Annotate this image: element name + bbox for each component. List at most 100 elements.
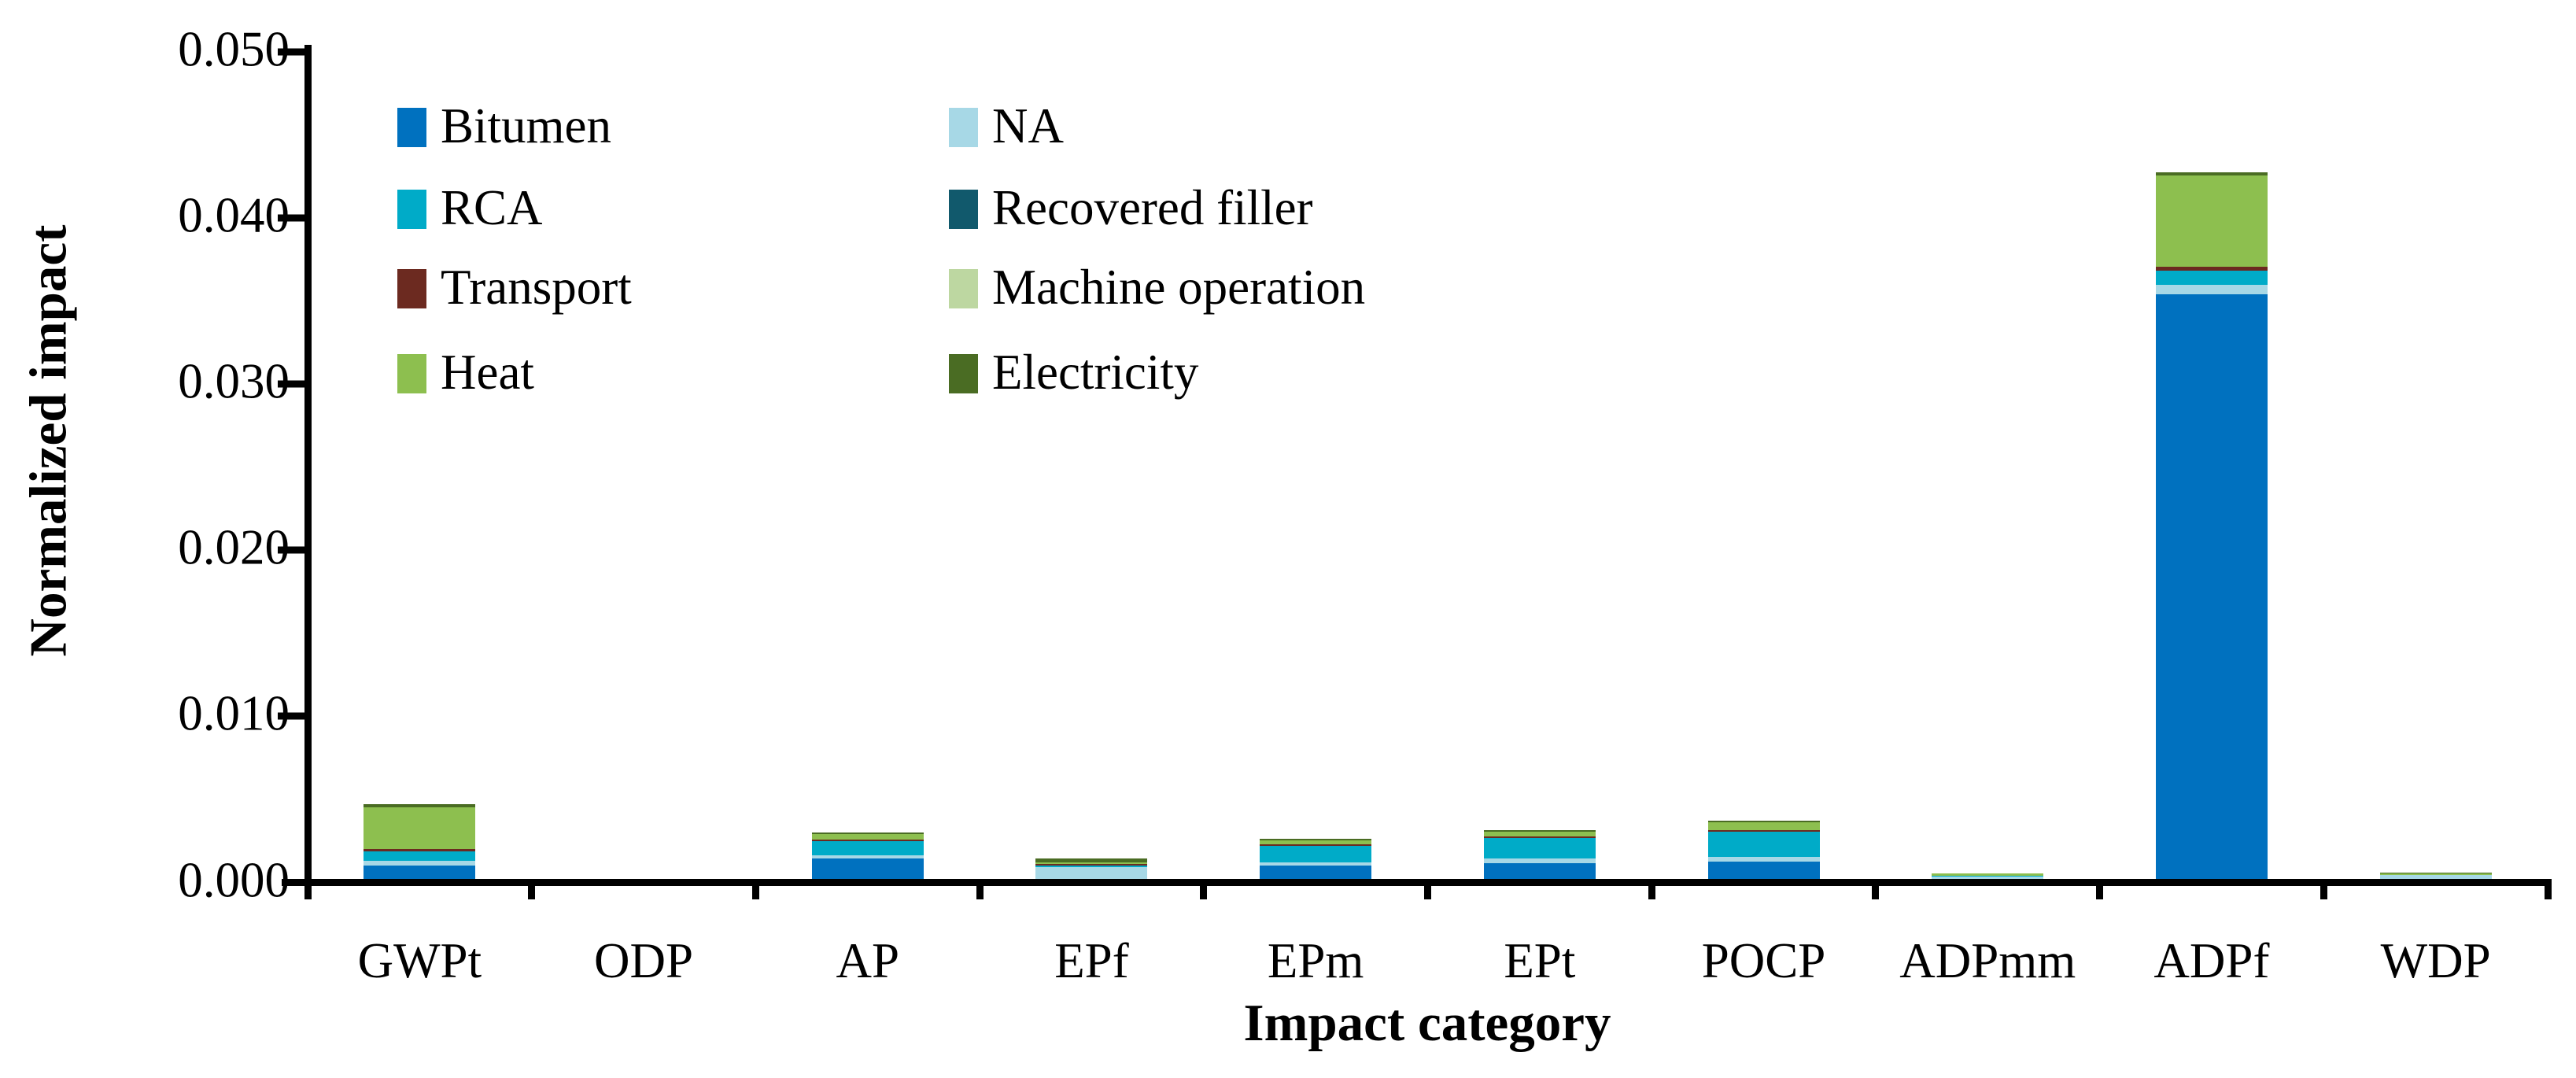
y-tick-mark <box>278 48 312 55</box>
x-category-label: EPf <box>1054 933 1129 988</box>
legend-label-rca: RCA <box>441 180 543 236</box>
bar-EPf <box>1035 858 1148 879</box>
bar-segment-transport <box>1483 836 1596 838</box>
x-tick-mark <box>2096 879 2104 899</box>
x-category-label: EPt <box>1504 933 1576 988</box>
bar-segment-heat <box>1932 873 2044 876</box>
legend-label-na: NA <box>992 98 1064 154</box>
legend-swatch-rca <box>397 190 426 229</box>
x-category-label: GWPt <box>357 933 482 988</box>
x-tick-mark <box>976 879 984 899</box>
bar-segment-transport <box>2155 266 2268 271</box>
y-tick-label: 0.050 <box>178 21 290 77</box>
legend-label-machine-operation: Machine operation <box>992 260 1366 316</box>
legend-swatch-electricity <box>949 354 978 393</box>
x-tick-mark <box>1872 879 1880 899</box>
bar-segment-transport <box>1035 864 1148 866</box>
bar-segment-heat <box>2379 873 2492 875</box>
bar-GWPt <box>364 803 476 879</box>
bar-ADPmm <box>1932 873 2044 879</box>
bar-segment-heat <box>364 807 476 850</box>
bar-segment-electricity <box>1932 873 2044 874</box>
bar-segment-rca <box>1260 845 1372 863</box>
bar-segment-bitumen <box>811 858 924 879</box>
y-tick-label: 0.040 <box>178 187 290 243</box>
x-tick-mark <box>1424 879 1431 899</box>
bar-segment-electricity <box>364 803 476 807</box>
legend-label-electricity: Electricity <box>992 345 1199 401</box>
x-category-label: AP <box>836 933 900 988</box>
bar-segment-na <box>364 861 476 866</box>
bar-segment-heat <box>1483 831 1596 836</box>
legend-label-heat: Heat <box>441 345 534 401</box>
x-tick-mark <box>751 879 759 899</box>
legend-label-transport: Transport <box>441 260 632 316</box>
bar-AP <box>811 832 924 879</box>
bar-segment-electricity <box>1707 820 1820 823</box>
x-tick-mark <box>1648 879 1655 899</box>
x-category-label: ODP <box>594 933 694 988</box>
y-tick-label: 0.000 <box>178 852 290 908</box>
legend-swatch-na <box>949 108 978 147</box>
bar-segment-bitumen <box>364 866 476 879</box>
legend-swatch-transport <box>397 269 426 308</box>
bar-segment-heat <box>1260 840 1372 844</box>
y-tick-mark <box>278 546 312 554</box>
bar-POCP <box>1707 820 1820 879</box>
bar-segment-bitumen <box>2155 293 2268 879</box>
x-tick-mark <box>2544 879 2552 899</box>
bar-segment-heat <box>2155 175 2268 267</box>
bar-WDP <box>2379 873 2492 879</box>
y-axis-title: Normalized impact <box>19 224 78 657</box>
x-tick-mark <box>304 879 312 899</box>
y-tick-mark <box>278 712 312 720</box>
bar-segment-na <box>2379 874 2492 879</box>
bar-segment-electricity <box>1035 858 1148 862</box>
legend-label-bitumen: Bitumen <box>441 98 611 154</box>
bar-segment-electricity <box>1260 838 1372 840</box>
bar-segment-bitumen <box>1260 865 1372 879</box>
bar-segment-na <box>1932 876 2044 879</box>
x-axis-line <box>282 879 2551 886</box>
y-tick-label: 0.010 <box>178 685 290 741</box>
bar-segment-rca <box>1035 866 1148 868</box>
x-tick-mark <box>528 879 536 899</box>
bar-EPt <box>1483 829 1596 879</box>
bar-EPm <box>1260 838 1372 879</box>
legend-swatch-heat <box>397 354 426 393</box>
bar-segment-rca <box>1483 837 1596 859</box>
bar-segment-na <box>2155 284 2268 294</box>
bar-ADPf <box>2155 172 2268 879</box>
bar-segment-rca <box>1932 876 2044 877</box>
bar-segment-na <box>1483 858 1596 863</box>
legend-swatch-bitumen <box>397 108 426 147</box>
bar-segment-electricity <box>1483 829 1596 832</box>
bar-segment-rca <box>1707 832 1820 857</box>
bar-segment-rca <box>2155 270 2268 285</box>
y-axis-line <box>304 45 312 899</box>
x-category-label: WDP <box>2380 933 2491 988</box>
x-category-label: ADPf <box>2153 933 2270 988</box>
legend-swatch-machine-operation <box>949 269 978 308</box>
bar-segment-rca <box>811 840 924 856</box>
bar-segment-transport <box>1260 844 1372 846</box>
y-tick-label: 0.030 <box>178 353 290 409</box>
bar-segment-heat <box>1035 862 1148 865</box>
y-tick-mark <box>278 214 312 222</box>
bar-segment-transport <box>1707 830 1820 832</box>
x-tick-mark <box>1200 879 1208 899</box>
bar-segment-na <box>1260 862 1372 866</box>
bar-segment-rca <box>364 851 476 862</box>
legend-label-recovered-filler: Recovered filler <box>992 180 1313 236</box>
bar-segment-heat <box>1707 822 1820 831</box>
bar-segment-transport <box>811 839 924 841</box>
x-tick-mark <box>2320 879 2327 899</box>
x-category-label: EPm <box>1267 933 1364 988</box>
bar-segment-bitumen <box>1707 861 1820 879</box>
y-tick-mark <box>278 380 312 388</box>
bar-segment-electricity <box>811 832 924 834</box>
bar-segment-transport <box>364 849 476 852</box>
y-tick-label: 0.020 <box>178 519 290 575</box>
x-axis-title: Impact category <box>1243 994 1611 1052</box>
